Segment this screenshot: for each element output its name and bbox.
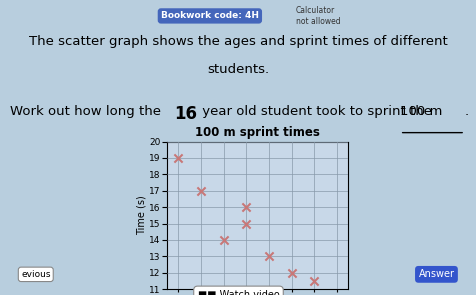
- Point: [174, 156, 182, 160]
- Text: .: .: [464, 105, 468, 118]
- Point: [265, 254, 272, 259]
- Text: Work out how long the: Work out how long the: [10, 105, 164, 118]
- Point: [197, 189, 204, 193]
- Point: [219, 237, 227, 242]
- Text: year old student took to sprint the: year old student took to sprint the: [198, 105, 435, 118]
- Text: students.: students.: [207, 63, 269, 76]
- Text: Bookwork code: 4H: Bookwork code: 4H: [160, 12, 258, 20]
- Point: [242, 221, 249, 226]
- Y-axis label: Time (s): Time (s): [136, 196, 146, 235]
- Text: The scatter graph shows the ages and sprint times of different: The scatter graph shows the ages and spr…: [29, 35, 447, 48]
- Point: [242, 205, 249, 209]
- Text: Calculator
not allowed: Calculator not allowed: [295, 6, 340, 26]
- Point: [287, 270, 295, 275]
- Text: 100 m: 100 m: [399, 105, 441, 118]
- Text: evious: evious: [21, 270, 50, 279]
- Text: 16: 16: [174, 105, 197, 123]
- Title: 100 m sprint times: 100 m sprint times: [195, 126, 319, 139]
- Point: [310, 278, 317, 283]
- Text: ■■ Watch video: ■■ Watch video: [197, 290, 279, 295]
- Text: Answer: Answer: [417, 269, 454, 279]
